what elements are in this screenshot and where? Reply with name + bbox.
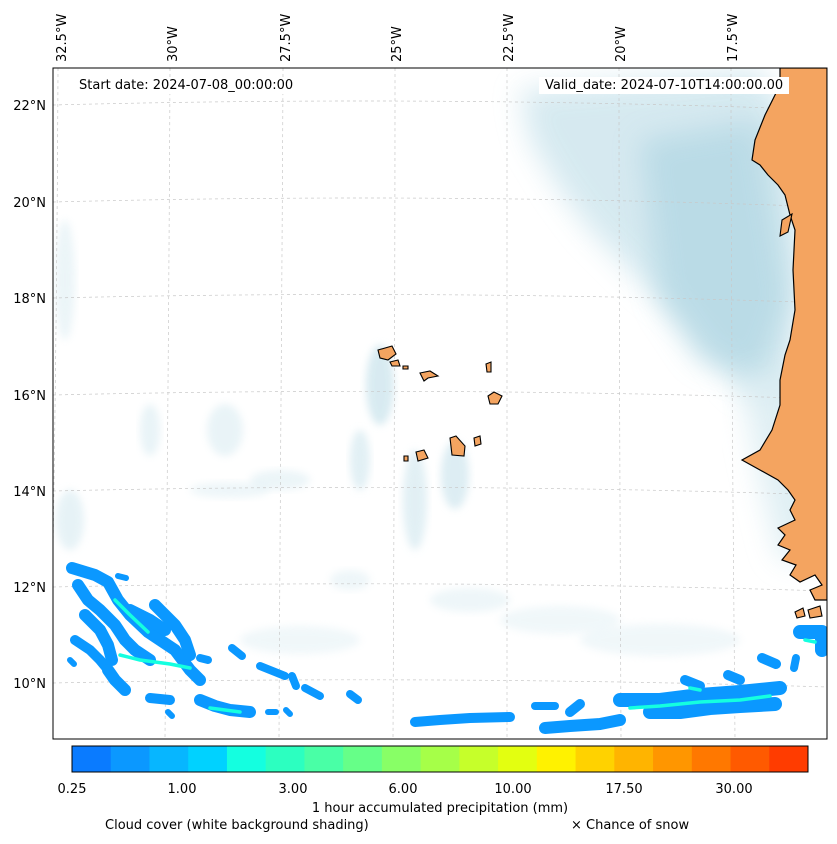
cape-verde-islands — [377, 345, 503, 462]
cloud-cover-legend: Cloud cover (white background shading) — [105, 818, 369, 833]
lat-label: 22°N — [13, 99, 46, 114]
colorbar-swatch — [110, 746, 150, 772]
colorbar-swatch — [304, 746, 344, 772]
colorbar-swatch — [188, 746, 228, 772]
lat-label: 16°N — [13, 389, 46, 404]
colorbar-swatch — [149, 746, 189, 772]
colorbar-tick: 1.00 — [167, 782, 197, 797]
colorbar-tick: 30.00 — [715, 782, 753, 797]
coast-island — [807, 605, 823, 619]
colorbar-label: 1 hour accumulated precipitation (mm) — [311, 801, 569, 816]
colorbar-swatch — [381, 746, 422, 772]
colorbar-tick: 0.25 — [57, 782, 87, 797]
lon-label: 17.5°W — [726, 14, 741, 62]
colorbar-frame — [71, 745, 809, 773]
lon-label: 22.5°W — [502, 14, 517, 62]
colorbar-tick: 6.00 — [388, 782, 418, 797]
colorbar-swatch — [226, 746, 267, 772]
snow-legend: × Chance of snow — [571, 818, 690, 833]
cloud-cover-shading — [55, 70, 827, 656]
colorbar-tick: 3.00 — [278, 782, 308, 797]
colorbar-swatch — [691, 746, 732, 772]
precipitation-moderate — [113, 598, 817, 714]
colorbar-swatch — [72, 746, 112, 772]
lon-label: 27.5°W — [279, 14, 294, 62]
colorbar-swatch — [265, 746, 305, 772]
colorbar-swatch — [420, 746, 460, 772]
valid-date-label: Valid_date: 2024-07-10T14:00:00.00 — [539, 77, 790, 94]
lat-label: 12°N — [13, 581, 46, 596]
lon-label: 25°W — [390, 26, 405, 62]
colorbar-swatch — [653, 746, 693, 772]
colorbar-tick: 17.50 — [605, 782, 643, 797]
gridlines — [53, 68, 827, 739]
lat-label: 10°N — [13, 677, 46, 692]
coast-detail — [779, 212, 793, 237]
lon-label: 30°W — [166, 26, 181, 62]
latitude-labels: 22°N 20°N 18°N 16°N 14°N 12°N 10°N — [13, 99, 46, 692]
start-date-label: Start date: 2024-07-08_00:00:00 — [73, 77, 300, 94]
colorbar-swatch — [575, 746, 615, 772]
colorbar-swatch — [730, 746, 770, 772]
lat-label: 14°N — [13, 485, 46, 500]
colorbar-swatch — [343, 746, 383, 772]
colorbar-tick: 10.00 — [494, 782, 532, 797]
africa-landmass — [740, 68, 827, 601]
colorbar-swatch — [614, 746, 654, 772]
colorbar-swatch — [459, 746, 499, 772]
plot-frame — [52, 67, 828, 740]
colorbar-swatch — [769, 746, 809, 772]
colorbar-swatch — [536, 746, 577, 772]
lon-label: 32.5°W — [55, 14, 70, 62]
colorbar-swatch — [498, 746, 538, 772]
lon-label: 20°W — [614, 26, 629, 62]
coast-island — [794, 607, 806, 619]
colorbar — [72, 746, 809, 772]
lat-label: 20°N — [13, 196, 46, 211]
lat-label: 18°N — [13, 292, 46, 307]
longitude-labels: 32.5°W 30°W 27.5°W 25°W 22.5°W 20°W 17.5… — [55, 14, 741, 62]
